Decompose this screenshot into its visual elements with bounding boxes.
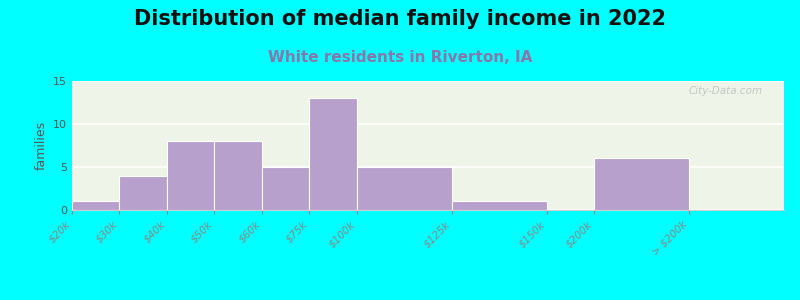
Bar [594, 158, 689, 210]
Bar [119, 176, 167, 210]
Bar [262, 167, 310, 210]
Bar [214, 141, 262, 210]
Text: City-Data.com: City-Data.com [689, 86, 762, 96]
Bar [357, 167, 452, 210]
Bar [310, 98, 357, 210]
Bar [72, 201, 119, 210]
Bar [167, 141, 214, 210]
Y-axis label: families: families [34, 121, 47, 170]
Text: White residents in Riverton, IA: White residents in Riverton, IA [268, 50, 532, 64]
Text: Distribution of median family income in 2022: Distribution of median family income in … [134, 9, 666, 29]
Bar [452, 201, 546, 210]
